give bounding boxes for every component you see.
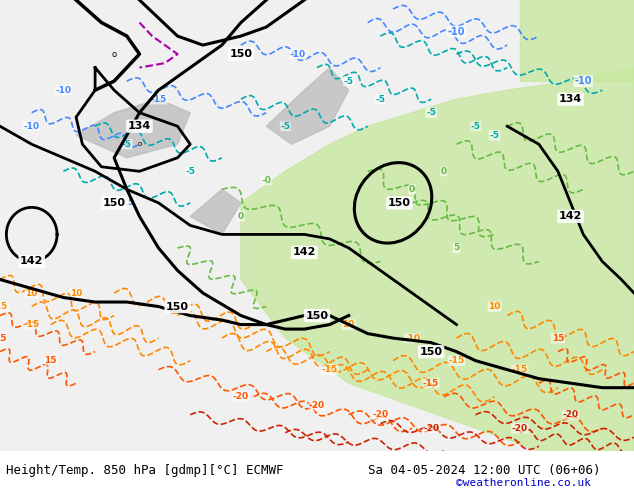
Text: -5: -5 [185, 167, 195, 176]
Text: 10: 10 [70, 289, 82, 297]
Text: 150: 150 [388, 198, 411, 208]
Text: 142: 142 [20, 256, 43, 267]
Polygon shape [76, 99, 190, 158]
Text: o: o [112, 49, 117, 59]
Text: -5: -5 [426, 108, 436, 117]
Text: 134: 134 [559, 94, 582, 104]
Text: 150: 150 [103, 198, 126, 208]
Text: -15: -15 [23, 320, 40, 329]
Text: 10: 10 [25, 289, 38, 297]
Text: -15: -15 [512, 365, 528, 374]
Text: -15: -15 [119, 198, 135, 207]
Text: -5: -5 [280, 122, 290, 131]
Text: Height/Temp. 850 hPa [gdmp][°C] ECMWF: Height/Temp. 850 hPa [gdmp][°C] ECMWF [6, 464, 284, 477]
Text: 134: 134 [128, 121, 151, 131]
Text: 10: 10 [342, 320, 355, 329]
Text: -20: -20 [372, 410, 389, 419]
Text: -10: -10 [574, 76, 592, 86]
Text: -20: -20 [233, 392, 249, 401]
Text: -10: -10 [23, 122, 40, 131]
Text: -20: -20 [512, 424, 528, 433]
Text: o: o [138, 141, 141, 147]
Text: -20: -20 [423, 424, 439, 433]
Text: 150: 150 [230, 49, 252, 59]
Text: -5: -5 [344, 76, 354, 86]
Text: -10: -10 [448, 26, 465, 37]
Text: 0: 0 [238, 212, 244, 221]
Text: -10: -10 [404, 334, 420, 343]
Text: -5: -5 [489, 131, 500, 140]
Text: Sa 04-05-2024 12:00 UTC (06+06): Sa 04-05-2024 12:00 UTC (06+06) [368, 464, 600, 477]
Text: -5: -5 [122, 140, 132, 149]
Text: -15: -15 [0, 302, 8, 311]
Text: 15: 15 [44, 356, 57, 365]
Text: -10: -10 [55, 86, 72, 95]
Text: -5: -5 [470, 122, 481, 131]
Text: 5: 5 [453, 244, 460, 252]
Text: 142: 142 [559, 211, 582, 221]
Polygon shape [520, 0, 634, 81]
Text: 142: 142 [293, 247, 316, 257]
Text: 150: 150 [306, 311, 328, 320]
Text: -0: -0 [261, 176, 271, 185]
Text: -15: -15 [423, 379, 439, 388]
Text: -15: -15 [321, 365, 338, 374]
Polygon shape [190, 189, 241, 234]
Polygon shape [241, 68, 634, 451]
Text: 0: 0 [409, 185, 415, 194]
Text: ©weatheronline.co.uk: ©weatheronline.co.uk [456, 478, 592, 488]
Text: -15: -15 [448, 356, 465, 365]
Text: 15: 15 [552, 334, 564, 343]
Text: 15: 15 [0, 334, 6, 343]
Text: 10: 10 [488, 302, 501, 311]
Text: -10: -10 [290, 49, 306, 59]
Text: -20: -20 [562, 410, 579, 419]
Text: 150: 150 [166, 301, 189, 312]
Text: 0: 0 [441, 167, 447, 176]
Polygon shape [266, 68, 349, 144]
Text: -5: -5 [375, 95, 385, 104]
Text: -15: -15 [150, 95, 167, 104]
Text: 150: 150 [420, 346, 443, 357]
Text: -20: -20 [309, 401, 325, 410]
